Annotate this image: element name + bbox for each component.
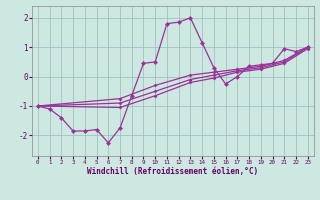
X-axis label: Windchill (Refroidissement éolien,°C): Windchill (Refroidissement éolien,°C) (87, 167, 258, 176)
